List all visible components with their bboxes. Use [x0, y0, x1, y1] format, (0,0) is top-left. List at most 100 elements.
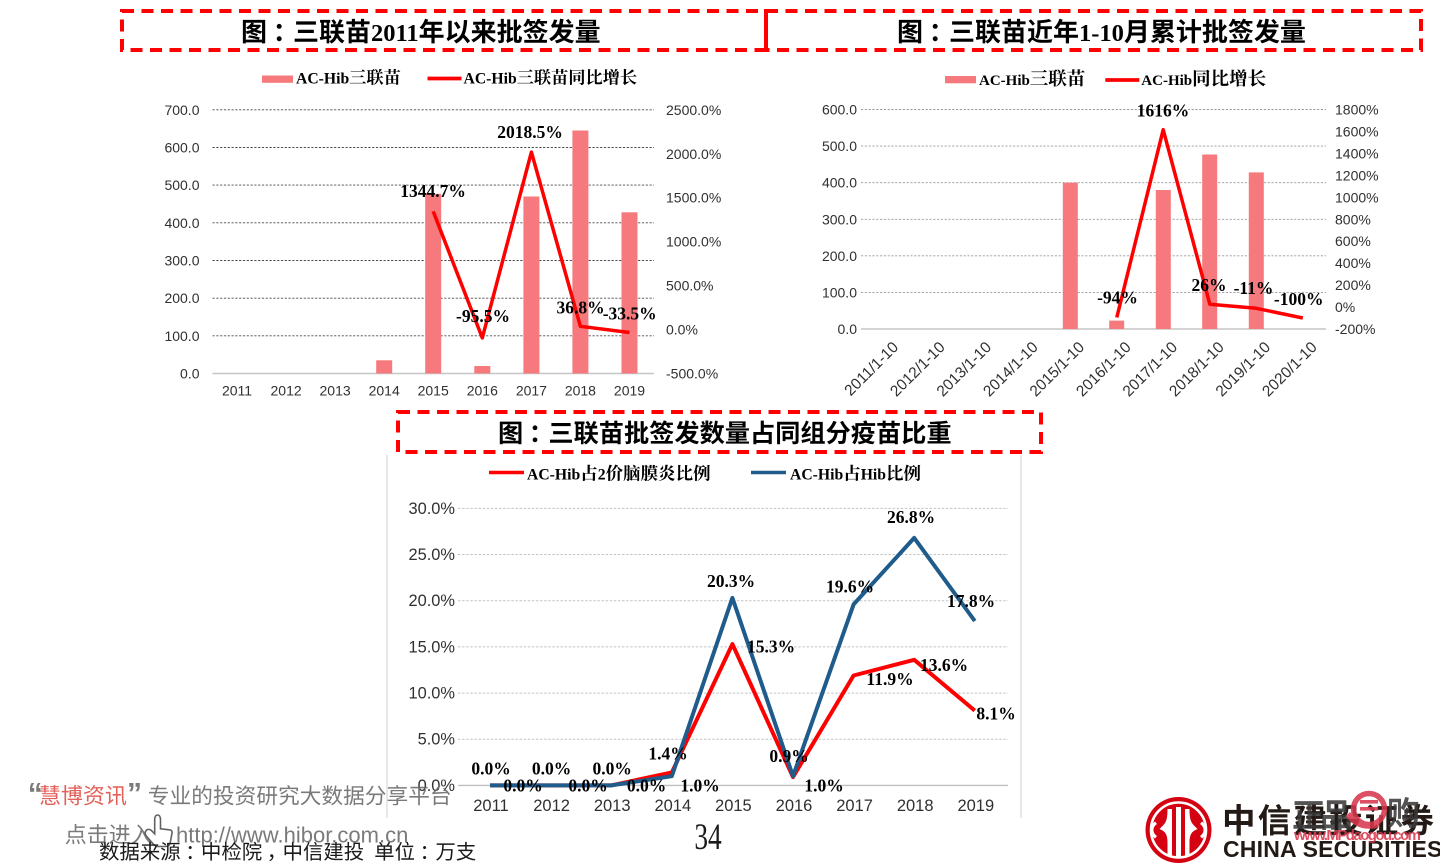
svg-text:2015: 2015 [715, 797, 752, 815]
svg-text:2015: 2015 [418, 383, 449, 399]
svg-text:400%: 400% [1335, 255, 1371, 271]
svg-text:0.0%: 0.0% [471, 759, 510, 779]
svg-text:”: ” [127, 778, 142, 811]
svg-text:500.0%: 500.0% [666, 278, 713, 294]
svg-text:20.3%: 20.3% [707, 571, 755, 591]
svg-text:36.8%: 36.8% [556, 298, 604, 318]
svg-text:0.0%: 0.0% [593, 759, 632, 779]
svg-text:100.0: 100.0 [164, 328, 199, 344]
svg-text:26%: 26% [1192, 275, 1227, 295]
svg-text:700.0: 700.0 [164, 102, 199, 118]
svg-text:1.0%: 1.0% [804, 776, 843, 796]
svg-text:2014: 2014 [369, 383, 400, 399]
svg-text:1500.0%: 1500.0% [666, 190, 721, 206]
svg-text:AC-Hib: AC-Hib [527, 467, 580, 484]
svg-text:2019: 2019 [614, 383, 645, 399]
svg-text:600%: 600% [1335, 233, 1371, 249]
svg-text:1.4%: 1.4% [648, 744, 687, 764]
svg-text:400.0: 400.0 [164, 215, 199, 231]
svg-text:26.8%: 26.8% [887, 507, 935, 527]
svg-text:0.0%: 0.0% [532, 759, 571, 779]
svg-text:AC-Hib: AC-Hib [979, 73, 1030, 89]
svg-text:www.MPdaogou.com: www.MPdaogou.com [1293, 827, 1421, 844]
svg-text:2000.0%: 2000.0% [666, 146, 721, 162]
svg-text:2017: 2017 [516, 383, 547, 399]
svg-text:“: “ [28, 778, 43, 811]
svg-text:800%: 800% [1335, 211, 1371, 227]
svg-text:600.0: 600.0 [822, 102, 857, 118]
svg-text:20.0%: 20.0% [409, 592, 455, 610]
svg-text:2016: 2016 [467, 383, 498, 399]
svg-text:2011: 2011 [473, 797, 508, 815]
svg-text:2014: 2014 [654, 797, 691, 815]
svg-text:19.6%: 19.6% [826, 577, 874, 597]
svg-text:2013: 2013 [320, 383, 351, 399]
svg-text:2011: 2011 [371, 20, 419, 47]
svg-text:0.0%: 0.0% [627, 776, 666, 796]
svg-text:1616%: 1616% [1137, 101, 1190, 121]
svg-text:15.3%: 15.3% [747, 637, 795, 657]
svg-text:0.0%: 0.0% [418, 777, 455, 795]
svg-text:2: 2 [598, 467, 606, 484]
svg-text:2018: 2018 [897, 797, 934, 815]
svg-text:0.0%: 0.0% [666, 322, 698, 338]
svg-text:Hib: Hib [861, 467, 887, 484]
svg-text:400.0: 400.0 [822, 175, 857, 191]
svg-text:500.0: 500.0 [822, 138, 857, 154]
svg-text:2017: 2017 [836, 797, 873, 815]
svg-text:13.6%: 13.6% [920, 655, 968, 675]
svg-text:2012: 2012 [271, 383, 302, 399]
svg-text:1400%: 1400% [1335, 145, 1379, 161]
svg-text:1800%: 1800% [1335, 102, 1379, 118]
svg-text:300.0: 300.0 [822, 211, 857, 227]
svg-text:1000.0%: 1000.0% [666, 234, 721, 250]
svg-text:AC-Hib: AC-Hib [790, 467, 843, 484]
svg-text:200.0: 200.0 [164, 290, 199, 306]
svg-text:0.0: 0.0 [838, 321, 858, 337]
svg-text:AC-Hib: AC-Hib [1141, 73, 1192, 89]
svg-text:1-10: 1-10 [1079, 20, 1124, 47]
svg-text:200%: 200% [1335, 277, 1371, 293]
svg-text:AC-Hib: AC-Hib [464, 71, 517, 88]
svg-text:AC-Hib: AC-Hib [296, 71, 349, 88]
svg-text:-500.0%: -500.0% [666, 366, 718, 382]
svg-text:2018.5%: 2018.5% [497, 122, 563, 142]
svg-text:-100%: -100% [1274, 289, 1324, 309]
svg-text:600.0: 600.0 [164, 140, 199, 156]
svg-text:10.0%: 10.0% [409, 685, 455, 703]
svg-text:2016: 2016 [776, 797, 813, 815]
svg-text:-33.5%: -33.5% [603, 304, 657, 324]
svg-text:2013: 2013 [594, 797, 631, 815]
svg-text:-200%: -200% [1335, 321, 1375, 337]
svg-text:8.1%: 8.1% [976, 704, 1015, 724]
svg-text:100.0: 100.0 [822, 284, 857, 300]
svg-text:-94%: -94% [1097, 288, 1138, 308]
svg-text:2019: 2019 [957, 797, 994, 815]
svg-text:500.0: 500.0 [164, 177, 199, 193]
svg-text:0.0%: 0.0% [568, 776, 607, 796]
svg-text:1344.7%: 1344.7% [400, 181, 466, 201]
svg-text:-11%: -11% [1234, 278, 1274, 298]
svg-text:30.0%: 30.0% [409, 500, 455, 518]
svg-text:1.0%: 1.0% [680, 776, 719, 796]
svg-text:1200%: 1200% [1335, 167, 1379, 183]
svg-text:200.0: 200.0 [822, 248, 857, 264]
svg-text:0.9%: 0.9% [769, 746, 808, 766]
svg-text:2500.0%: 2500.0% [666, 102, 721, 118]
svg-text:1600%: 1600% [1335, 124, 1379, 140]
svg-text:15.0%: 15.0% [409, 638, 455, 656]
svg-text:-95.5%: -95.5% [456, 306, 510, 326]
svg-text:17.8%: 17.8% [947, 591, 995, 611]
svg-text:5.0%: 5.0% [418, 731, 455, 749]
svg-text:2018: 2018 [565, 383, 596, 399]
svg-text:1000%: 1000% [1335, 189, 1379, 205]
svg-text:2012: 2012 [533, 797, 570, 815]
svg-text:0.0%: 0.0% [503, 776, 542, 796]
svg-text:300.0: 300.0 [164, 253, 199, 269]
svg-text:0%: 0% [1335, 299, 1355, 315]
svg-text:34: 34 [694, 817, 721, 858]
svg-text:0.0: 0.0 [180, 366, 200, 382]
svg-text:CHINA SECURITIES: CHINA SECURITIES [1223, 836, 1440, 862]
svg-text:25.0%: 25.0% [409, 546, 455, 564]
svg-text:11.9%: 11.9% [866, 669, 913, 689]
